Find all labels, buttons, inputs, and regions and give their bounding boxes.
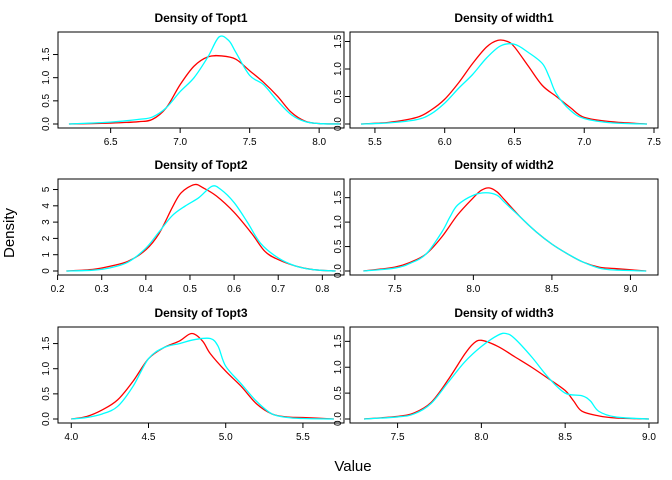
x-tick-label: 0.8 [315, 284, 329, 295]
panel-title: Density of width2 [454, 158, 554, 172]
density-panel: Density of Topt1 6.5 7.0 7.5 8.0 0.0 0.5 1.0 1.5 [41, 11, 345, 148]
x-tick-label: 0.6 [227, 284, 241, 295]
density-curve [364, 339, 649, 420]
panel-title: Density of Topt2 [154, 158, 247, 172]
x-tick-label: 7.5 [243, 137, 257, 148]
density-panel: Density of width1 5.5 6.0 6.5 7.0 7.5 0.0 0.5 1.… [333, 11, 661, 148]
plot-frame [349, 326, 659, 424]
plot-frame [57, 326, 345, 424]
y-tick-label: 0.0 [333, 117, 344, 131]
x-tick-label: 8.5 [545, 284, 559, 295]
x-tick-label: 7.0 [173, 137, 187, 148]
x-tick-label: 7.5 [391, 432, 405, 443]
x-axis-label: Value [334, 458, 371, 475]
y-tick-label: 1.0 [41, 361, 52, 375]
y-tick-label: 1.5 [333, 34, 344, 48]
x-tick-label: 0.4 [139, 284, 153, 295]
panel-title: Density of Topt1 [154, 11, 247, 25]
y-tick-label: 1.0 [333, 360, 344, 374]
y-tick-label: 5 [41, 186, 52, 192]
density-panel: Density of width3 7.5 8.0 8.5 9.0 0.0 0.5 1.0 1.… [333, 306, 659, 443]
y-tick-label: 0.5 [41, 386, 52, 400]
x-tick-label: 0.2 [51, 284, 65, 295]
density-curve [71, 337, 334, 420]
y-tick-label: 2 [41, 235, 52, 241]
density-curve [68, 35, 341, 125]
density-curve [363, 192, 647, 272]
density-curve [360, 39, 648, 125]
panel-grid: Density of Topt1 6.5 7.0 7.5 8.0 0.0 0.5 1.0 1.5… [41, 11, 661, 443]
y-axis-label: Density [1, 207, 18, 258]
y-tick-label: 0.0 [41, 412, 52, 426]
panel-title: Density of width1 [454, 11, 554, 25]
x-tick-label: 6.0 [438, 137, 452, 148]
x-tick-label: 8.0 [474, 432, 488, 443]
y-tick-label: 1.0 [41, 70, 52, 84]
x-tick-label: 8.0 [466, 284, 480, 295]
density-curve [66, 185, 336, 272]
plot-frame [349, 178, 659, 276]
x-tick-label: 7.5 [388, 284, 402, 295]
y-tick-label: 0.0 [333, 412, 344, 426]
y-tick-label: 0 [41, 268, 52, 274]
x-tick-label: 4.5 [142, 432, 156, 443]
panel-title: Density of Topt3 [154, 306, 247, 320]
x-tick-label: 4.0 [64, 432, 78, 443]
density-curve [364, 332, 650, 420]
y-tick-label: 1.5 [41, 336, 52, 350]
x-tick-label: 0.5 [183, 284, 197, 295]
y-tick-label: 1.5 [333, 334, 344, 348]
density-panel: Density of Topt2 0.2 0.3 0.4 0.5 0.6 0.7 0.8 0 1 2… [41, 158, 345, 295]
y-tick-label: 1 [41, 251, 52, 257]
x-tick-label: 0.7 [271, 284, 285, 295]
x-tick-label: 9.0 [623, 284, 637, 295]
y-tick-label: 0.5 [333, 386, 344, 400]
y-tick-label: 1.5 [333, 190, 344, 204]
x-tick-label: 0.3 [95, 284, 109, 295]
x-tick-label: 5.0 [219, 432, 233, 443]
y-tick-label: 0.5 [333, 89, 344, 103]
density-panel: Density of Topt3 4.0 4.5 5.0 5.5 0.0 0.5 1.0 1.5 [41, 306, 345, 443]
y-tick-label: 0.0 [41, 117, 52, 131]
plot-frame [57, 31, 345, 129]
x-tick-label: 5.5 [296, 432, 310, 443]
y-tick-label: 0.5 [41, 93, 52, 107]
y-tick-label: 0.5 [333, 239, 344, 253]
y-tick-label: 0.0 [333, 264, 344, 278]
plot-frame [57, 178, 345, 276]
y-tick-label: 3 [41, 219, 52, 225]
x-tick-label: 6.5 [104, 137, 118, 148]
x-tick-label: 5.5 [368, 137, 382, 148]
x-tick-label: 7.0 [577, 137, 591, 148]
x-tick-label: 7.5 [647, 137, 661, 148]
density-curve [71, 332, 334, 420]
density-panel: Density of width2 7.5 8.0 8.5 9.0 0.0 0.5 1.0 1.… [333, 158, 659, 295]
density-curve [360, 43, 648, 125]
y-tick-label: 4 [41, 203, 52, 209]
x-tick-label: 9.0 [642, 432, 656, 443]
density-curve [68, 54, 341, 125]
x-tick-label: 8.5 [558, 432, 572, 443]
plot-frame [349, 31, 659, 129]
x-tick-label: 6.5 [508, 137, 522, 148]
y-tick-label: 1.0 [333, 62, 344, 76]
x-tick-label: 8.0 [312, 137, 326, 148]
density-curve [363, 187, 647, 272]
y-tick-label: 1.0 [333, 215, 344, 229]
y-tick-label: 1.5 [41, 47, 52, 61]
panel-title: Density of width3 [454, 306, 554, 320]
density-curve [66, 183, 336, 272]
